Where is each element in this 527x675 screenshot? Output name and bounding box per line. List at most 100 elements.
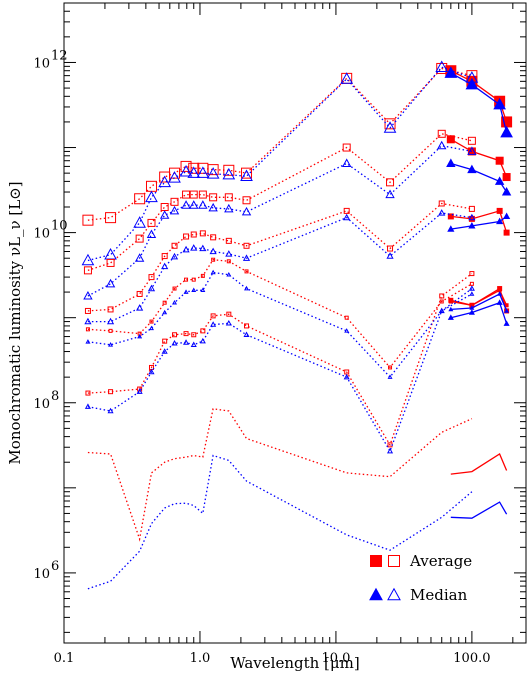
data-point-open: [136, 304, 144, 311]
data-point-filled: [469, 305, 475, 310]
data-point-filled: [503, 212, 511, 220]
data-point-open: [146, 229, 157, 238]
data-point-open: [207, 164, 219, 176]
series-dotted-line: [87, 212, 472, 323]
data-point-filled: [503, 320, 510, 326]
data-point-open: [206, 167, 220, 179]
series-solid-line: [450, 138, 508, 178]
data-point-open: [83, 290, 93, 300]
data-point-open: [182, 190, 191, 199]
data-point-open: [83, 266, 92, 275]
data-point-open: [242, 254, 251, 261]
x-tick-label: 100.0: [453, 651, 490, 666]
data-point-open: [439, 308, 445, 313]
data-point-open: [191, 277, 196, 282]
data-point-open: [172, 299, 178, 305]
data-point-open: [189, 190, 198, 199]
series-median-9: [85, 269, 510, 379]
data-point-open: [383, 121, 397, 133]
legend-median-label: Median: [410, 586, 468, 604]
data-point-open: [84, 307, 91, 314]
data-point-open: [199, 337, 206, 344]
data-point-open: [343, 207, 350, 214]
data-point-open: [388, 365, 393, 370]
series-solid-line: [450, 72, 508, 133]
data-point-open: [135, 234, 144, 243]
data-point-open: [224, 193, 233, 202]
data-point-filled: [468, 221, 476, 229]
data-point-open: [184, 277, 189, 282]
data-point-open: [208, 202, 218, 212]
series-average-2: [83, 129, 511, 275]
data-point-open: [148, 274, 155, 281]
data-point-filled: [446, 135, 455, 144]
data-point-filled: [468, 309, 475, 315]
data-point-open: [145, 180, 157, 192]
data-point-open: [136, 290, 143, 297]
y-tick-label: 10: [33, 567, 50, 582]
data-point-open: [107, 306, 114, 313]
data-point-open: [187, 166, 201, 178]
data-point-open: [387, 374, 393, 379]
data-point-filled: [502, 173, 511, 182]
x-axis-title: Wavelength [μm]: [230, 654, 359, 672]
series-dotted-line: [87, 133, 473, 272]
y-tick-label: 10: [33, 397, 50, 412]
data-point-filled: [444, 66, 458, 78]
data-point-open: [435, 60, 449, 72]
data-point-open: [439, 293, 445, 299]
legend-median: Median: [369, 586, 468, 604]
data-point-open: [158, 175, 172, 188]
data-point-open: [469, 291, 475, 296]
data-point-open: [149, 319, 154, 324]
data-point-open: [162, 309, 168, 315]
series-solid-line: [450, 301, 508, 324]
series-solid-line: [450, 289, 508, 306]
data-point-open: [225, 319, 232, 326]
data-point-open: [225, 237, 232, 244]
data-point-open: [387, 245, 394, 252]
series-median-3: [83, 140, 512, 300]
data-point-filled: [446, 158, 456, 167]
data-point-filled: [496, 217, 504, 225]
data-point-open: [183, 233, 190, 240]
data-point-open: [437, 129, 446, 138]
data-point-open: [105, 278, 116, 288]
data-point-open: [242, 196, 251, 205]
data-point-open: [386, 252, 394, 259]
data-point-open: [210, 313, 216, 319]
data-point-open: [106, 258, 115, 267]
series-solid-line: [450, 210, 508, 233]
data-point-open: [162, 338, 168, 344]
legend-median-filled-marker: [369, 587, 383, 601]
data-point-open: [437, 140, 447, 150]
series-average-4: [84, 200, 510, 314]
data-point-open: [145, 190, 158, 203]
data-point-filled: [447, 314, 454, 320]
data-point-open: [244, 323, 250, 329]
data-point-open: [108, 342, 114, 347]
series-dotted-line: [87, 259, 473, 369]
data-point-open: [161, 348, 168, 354]
data-point-open: [468, 213, 476, 221]
data-point-open: [105, 212, 117, 224]
series-dotted-line: [87, 67, 473, 221]
data-point-open: [160, 203, 169, 212]
data-point-open: [243, 331, 250, 337]
series-median-11: [87, 454, 508, 590]
y-tick-exponent: 10: [51, 219, 68, 234]
data-point-open: [188, 162, 200, 174]
data-point-open: [226, 259, 231, 264]
data-point-open: [200, 328, 206, 334]
legend-average-filled-marker: [370, 555, 382, 567]
data-point-open: [210, 269, 216, 275]
y-tick-exponent: 12: [51, 48, 68, 63]
data-point-filled: [447, 225, 455, 232]
series-dotted-line: [87, 144, 473, 297]
data-point-open: [107, 407, 114, 414]
data-point-filled: [496, 207, 503, 214]
data-point-open: [210, 321, 217, 327]
data-point-open: [171, 242, 178, 249]
series-dotted-line: [87, 288, 473, 453]
